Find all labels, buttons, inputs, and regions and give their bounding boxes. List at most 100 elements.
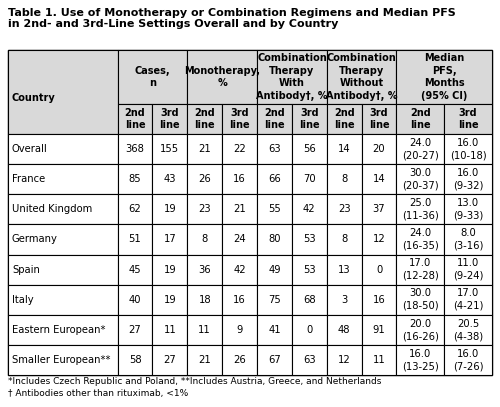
- Bar: [222, 164, 257, 194]
- Text: 67: 67: [268, 355, 281, 365]
- Bar: [188, 50, 257, 104]
- Text: 16: 16: [233, 295, 246, 305]
- Bar: [396, 104, 444, 134]
- Text: 12: 12: [372, 234, 386, 245]
- Bar: [292, 134, 326, 164]
- Bar: [444, 134, 492, 164]
- Text: 3rd
line: 3rd line: [299, 108, 320, 130]
- Text: 55: 55: [268, 204, 281, 214]
- Text: Italy: Italy: [12, 295, 34, 305]
- Text: Median
PFS,
Months
(95% CI): Median PFS, Months (95% CI): [421, 53, 468, 101]
- Text: 8: 8: [341, 174, 347, 184]
- Text: 2nd
line: 2nd line: [334, 108, 354, 130]
- Bar: [118, 194, 152, 224]
- Text: 24: 24: [234, 234, 246, 245]
- Bar: [118, 315, 152, 345]
- Bar: [8, 315, 117, 345]
- Bar: [396, 224, 444, 254]
- Bar: [292, 164, 326, 194]
- Text: 58: 58: [128, 355, 141, 365]
- Text: 22: 22: [233, 144, 246, 154]
- Bar: [362, 315, 396, 345]
- Text: Combination
Therapy
Without
Antibody†, %: Combination Therapy Without Antibody†, %: [326, 53, 398, 101]
- Bar: [362, 164, 396, 194]
- Text: 155: 155: [160, 144, 180, 154]
- Bar: [188, 315, 222, 345]
- Bar: [8, 224, 117, 254]
- Text: Eastern European*: Eastern European*: [12, 325, 106, 335]
- Text: 11: 11: [198, 325, 211, 335]
- Text: 16: 16: [372, 295, 386, 305]
- Text: 49: 49: [268, 265, 281, 275]
- Bar: [152, 345, 188, 375]
- Bar: [292, 194, 326, 224]
- Bar: [188, 284, 222, 315]
- Bar: [8, 50, 492, 375]
- Bar: [396, 134, 444, 164]
- Bar: [257, 284, 292, 315]
- Text: 63: 63: [268, 144, 281, 154]
- Bar: [326, 315, 362, 345]
- Text: 16: 16: [233, 174, 246, 184]
- Bar: [8, 254, 117, 284]
- Bar: [222, 284, 257, 315]
- Text: 45: 45: [128, 265, 141, 275]
- Bar: [118, 345, 152, 375]
- Bar: [362, 224, 396, 254]
- Text: 20: 20: [372, 144, 386, 154]
- Bar: [292, 254, 326, 284]
- Text: 24.0
(20-27): 24.0 (20-27): [402, 138, 438, 160]
- Bar: [326, 345, 362, 375]
- Text: 14: 14: [372, 174, 386, 184]
- Bar: [188, 345, 222, 375]
- Text: 16.0
(13-25): 16.0 (13-25): [402, 349, 438, 371]
- Bar: [152, 164, 188, 194]
- Text: 20.0
(16-26): 20.0 (16-26): [402, 319, 439, 341]
- Text: 42: 42: [303, 204, 316, 214]
- Bar: [152, 104, 188, 134]
- Bar: [326, 104, 362, 134]
- Text: 0: 0: [376, 265, 382, 275]
- Text: 11.0
(9-24): 11.0 (9-24): [453, 258, 484, 281]
- Text: 3rd
line: 3rd line: [230, 108, 250, 130]
- Text: Table 1. Use of Monotherapy or Combination Regimens and Median PFS: Table 1. Use of Monotherapy or Combinati…: [8, 8, 456, 18]
- Bar: [292, 315, 326, 345]
- Text: 21: 21: [233, 204, 246, 214]
- Text: 51: 51: [128, 234, 141, 245]
- Text: 68: 68: [303, 295, 316, 305]
- Text: Smaller European**: Smaller European**: [12, 355, 110, 365]
- Text: 20.5
(4-38): 20.5 (4-38): [453, 319, 483, 341]
- Bar: [118, 164, 152, 194]
- Bar: [292, 345, 326, 375]
- Text: 16.0
(10-18): 16.0 (10-18): [450, 138, 486, 160]
- Bar: [396, 254, 444, 284]
- Text: 17.0
(12-28): 17.0 (12-28): [402, 258, 438, 281]
- Text: 8: 8: [202, 234, 208, 245]
- Bar: [222, 104, 257, 134]
- Text: 40: 40: [129, 295, 141, 305]
- Text: 19: 19: [164, 204, 176, 214]
- Bar: [362, 284, 396, 315]
- Bar: [8, 284, 117, 315]
- Text: in 2nd- and 3rd-Line Settings Overall and by Country: in 2nd- and 3rd-Line Settings Overall an…: [8, 19, 338, 29]
- Bar: [362, 345, 396, 375]
- Bar: [118, 134, 152, 164]
- Bar: [444, 164, 492, 194]
- Bar: [257, 345, 292, 375]
- Bar: [396, 50, 492, 104]
- Text: 56: 56: [303, 144, 316, 154]
- Bar: [152, 224, 188, 254]
- Bar: [396, 194, 444, 224]
- Bar: [222, 315, 257, 345]
- Text: 0: 0: [306, 325, 312, 335]
- Text: 19: 19: [164, 295, 176, 305]
- Bar: [8, 345, 117, 375]
- Text: 75: 75: [268, 295, 281, 305]
- Bar: [257, 50, 326, 104]
- Bar: [292, 224, 326, 254]
- Text: 53: 53: [303, 265, 316, 275]
- Bar: [118, 284, 152, 315]
- Text: 2nd
line: 2nd line: [410, 108, 430, 130]
- Bar: [444, 224, 492, 254]
- Text: 27: 27: [128, 325, 141, 335]
